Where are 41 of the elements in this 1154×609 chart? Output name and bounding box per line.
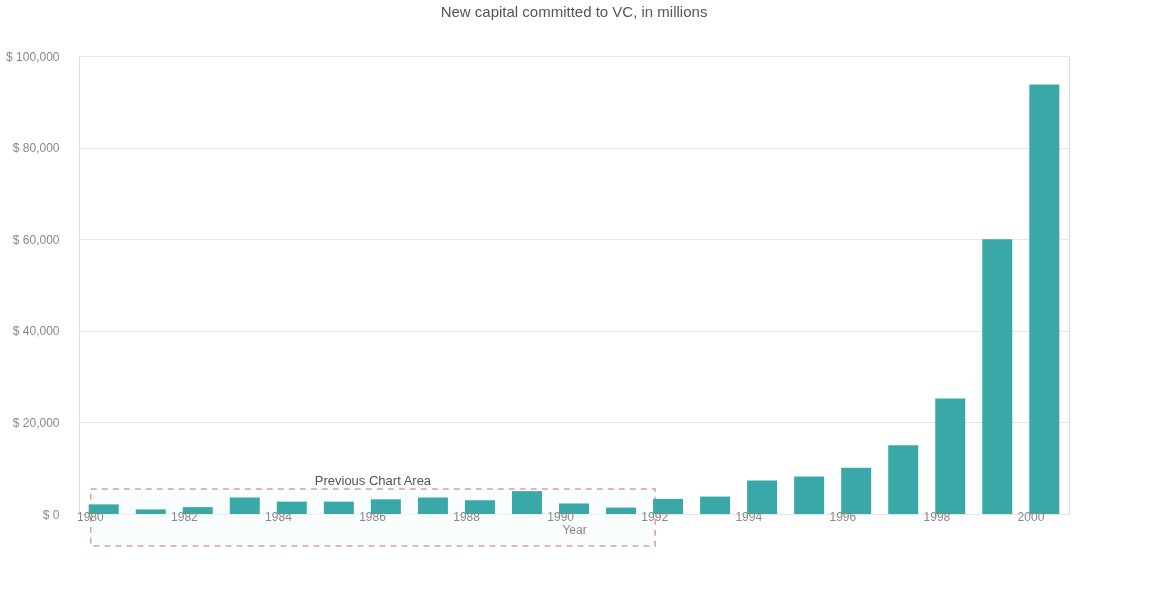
x-tick-label: 2000 — [1017, 509, 1045, 524]
x-tick-label: 1984 — [265, 509, 293, 524]
x-tick-label: 1988 — [453, 509, 481, 524]
x-tick-label: 1986 — [359, 509, 387, 524]
bar — [370, 499, 401, 514]
x-axis-title: Year — [562, 522, 587, 537]
bar — [464, 500, 495, 514]
band-label: Previous Chart Area — [314, 473, 432, 488]
y-tick-label: $ 80,000 — [12, 141, 60, 156]
bar — [935, 398, 966, 514]
bar — [841, 467, 872, 514]
bar — [511, 491, 542, 514]
bar — [135, 509, 166, 514]
bar — [323, 501, 354, 514]
bar — [653, 498, 684, 514]
x-tick-label: 1992 — [641, 509, 669, 524]
bar — [700, 496, 731, 514]
bar — [606, 507, 637, 514]
bar — [794, 476, 825, 514]
x-tick-label: 1998 — [923, 509, 951, 524]
bar — [88, 504, 119, 514]
bar — [982, 239, 1013, 514]
x-tick-label: 1980 — [76, 509, 105, 524]
bar — [229, 497, 260, 514]
x-tick-label: 1994 — [735, 509, 763, 524]
bar — [559, 503, 589, 514]
x-tick-label: 1990 — [547, 509, 575, 524]
bar — [1029, 84, 1060, 514]
y-tick-label: $ 0 — [42, 507, 60, 522]
bar — [276, 501, 307, 514]
y-tick-label: $ 20,000 — [12, 415, 60, 430]
chart-title: New capital committed to VC, in millions — [440, 3, 708, 20]
bar — [417, 497, 448, 514]
bar — [182, 507, 213, 514]
bar — [888, 445, 919, 514]
y-tick-label: $ 100,000 — [6, 49, 60, 64]
y-tick-label: $ 40,000 — [12, 324, 60, 339]
bar — [747, 480, 778, 514]
y-tick-label: $ 60,000 — [12, 232, 60, 247]
x-tick-label: 1996 — [829, 509, 857, 524]
x-tick-label: 1982 — [171, 509, 199, 524]
